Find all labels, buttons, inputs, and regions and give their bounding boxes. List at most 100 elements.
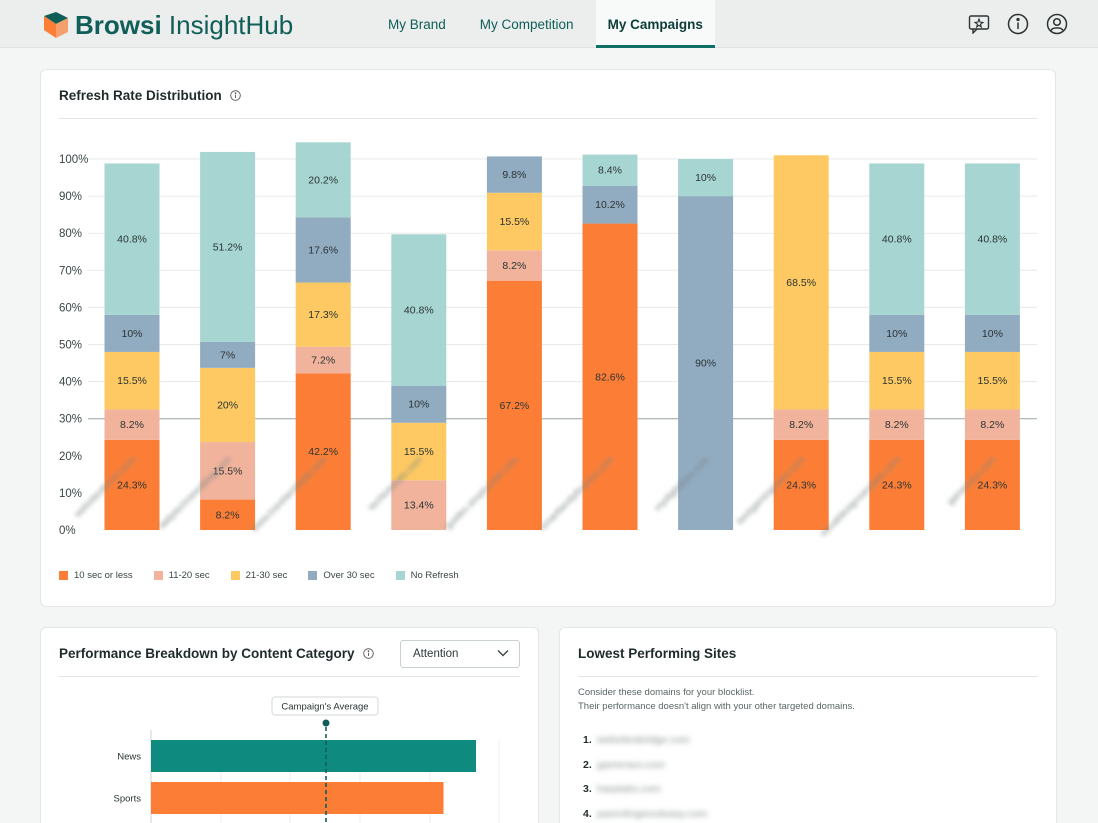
bar-segment[interactable]	[486, 250, 542, 281]
data-label: 17.6%	[308, 244, 338, 256]
data-label: 10%	[408, 399, 429, 411]
y-tick-label: 90%	[59, 191, 82, 203]
brand-logo[interactable]: Browsi InsightHub	[42, 12, 293, 38]
y-tick-label: 40%	[59, 377, 82, 389]
legend-swatch	[230, 571, 240, 580]
bar-segment[interactable]	[200, 442, 256, 500]
bar-segment[interactable]	[200, 151, 256, 342]
y-tick-label: 70%	[59, 265, 82, 277]
y-tick-label: 80%	[59, 228, 82, 240]
info-icon[interactable]	[362, 648, 374, 659]
user-account-icon[interactable]	[1045, 12, 1068, 35]
bar-segment[interactable]	[104, 163, 160, 315]
site-domain[interactable]: gameravv.com	[597, 758, 666, 771]
feedback-chat-icon[interactable]	[967, 12, 990, 35]
tab-my-competition[interactable]: My Competition	[479, 16, 574, 32]
legend-item[interactable]: 10 sec or less	[59, 570, 133, 581]
list-item: 1. websitesbridge.com	[583, 728, 707, 753]
bar-segment[interactable]	[678, 196, 734, 530]
metric-dropdown[interactable]: Attention	[400, 640, 520, 668]
tab-my-campaigns[interactable]: My Campaigns	[595, 0, 715, 48]
bar-segment[interactable]	[295, 217, 351, 283]
data-label: 82.6%	[595, 371, 625, 383]
bar-segment[interactable]	[869, 351, 925, 410]
data-label: 10%	[886, 328, 907, 340]
bar-segment[interactable]	[104, 439, 160, 530]
lowest-sites-title: Lowest Performing Sites	[578, 646, 737, 661]
bar-segment[interactable]	[391, 385, 447, 423]
data-label: 15.5%	[500, 216, 530, 228]
legend-swatch	[308, 571, 318, 580]
card-divider	[59, 676, 520, 677]
legend-item[interactable]: No Refresh	[395, 570, 459, 581]
chevron-down-icon	[497, 648, 509, 660]
data-label: 15.5%	[213, 465, 243, 477]
legend-label: Over 30 sec	[323, 570, 375, 581]
bar-segment[interactable]	[104, 351, 160, 410]
bar-segment[interactable]	[200, 499, 256, 530]
bar-segment[interactable]	[869, 439, 925, 530]
bar-segment[interactable]	[104, 314, 160, 352]
item-number: 2.	[583, 758, 592, 771]
bar-segment[interactable]	[391, 234, 447, 386]
bar-segment[interactable]	[964, 314, 1020, 352]
legend-label: 11-20 sec	[168, 570, 210, 581]
data-label: 8.2%	[216, 509, 240, 521]
data-label: 10%	[695, 172, 716, 184]
bar-segment[interactable]	[869, 163, 925, 315]
performance-title-wrap: Performance Breakdown by Content Categor…	[59, 646, 374, 661]
description-line-1: Consider these domains for your blocklis…	[578, 687, 755, 698]
data-label: 17.3%	[308, 309, 338, 321]
bar-segment[interactable]	[200, 341, 256, 368]
bar-segment[interactable]	[200, 367, 256, 443]
data-label: 20.2%	[308, 174, 338, 186]
bar-segment[interactable]	[964, 439, 1020, 530]
bar-segment[interactable]	[486, 280, 542, 530]
data-label: 40.8%	[404, 304, 434, 316]
bar-segment[interactable]	[295, 282, 351, 347]
bar-segment[interactable]	[773, 439, 829, 530]
bar-segment[interactable]	[964, 409, 1020, 440]
brand-name: Browsi	[75, 10, 162, 40]
performance-title: Performance Breakdown by Content Categor…	[59, 646, 355, 661]
bar-segment[interactable]	[295, 373, 351, 530]
info-icon[interactable]	[230, 90, 241, 101]
bar-segment[interactable]	[964, 163, 1020, 315]
bar-segment[interactable]	[295, 142, 351, 218]
data-label: 15.5%	[882, 375, 912, 387]
bar-segment[interactable]	[486, 192, 542, 251]
info-icon[interactable]	[1006, 12, 1029, 35]
item-number: 3.	[583, 783, 592, 796]
legend-item[interactable]: 11-20 sec	[153, 570, 210, 581]
bar-segment[interactable]	[869, 409, 925, 440]
data-label: 8.2%	[502, 260, 526, 272]
bar-segment[interactable]	[104, 409, 160, 440]
bar-segment[interactable]	[773, 155, 829, 410]
bar-segment[interactable]	[582, 154, 638, 186]
legend-item[interactable]: 21-30 sec	[230, 570, 288, 581]
bar-segment[interactable]	[391, 480, 447, 530]
legend-item[interactable]: Over 30 sec	[308, 570, 375, 581]
data-label: 8.2%	[789, 419, 813, 431]
bar-segment[interactable]	[678, 159, 734, 197]
data-label: 24.3%	[117, 479, 147, 491]
bar-segment[interactable]	[773, 409, 829, 440]
bar-segment[interactable]	[295, 346, 351, 374]
data-label: 10%	[982, 328, 1003, 340]
bar-segment[interactable]	[869, 314, 925, 352]
tab-my-brand[interactable]: My Brand	[388, 16, 446, 32]
bar-segment[interactable]	[582, 185, 638, 224]
bar-segment[interactable]	[964, 351, 1020, 410]
bar-segment[interactable]	[582, 223, 638, 530]
product-name: InsightHub	[168, 10, 294, 40]
data-label: 40.8%	[117, 234, 147, 246]
refresh-rate-title: Refresh Rate Distribution	[59, 88, 222, 103]
site-domain[interactable]: websitesbridge.com	[597, 734, 690, 747]
legend-label: 21-30 sec	[245, 570, 288, 581]
bar-segment[interactable]	[391, 422, 447, 481]
item-number: 4.	[583, 807, 592, 820]
bar-segment[interactable]	[486, 156, 542, 193]
site-domain[interactable]: parentingisnoteasy.com	[597, 807, 708, 820]
site-domain[interactable]: harptabs.com	[597, 783, 661, 796]
description-line-2: Their performance doesn't align with you…	[578, 701, 855, 712]
